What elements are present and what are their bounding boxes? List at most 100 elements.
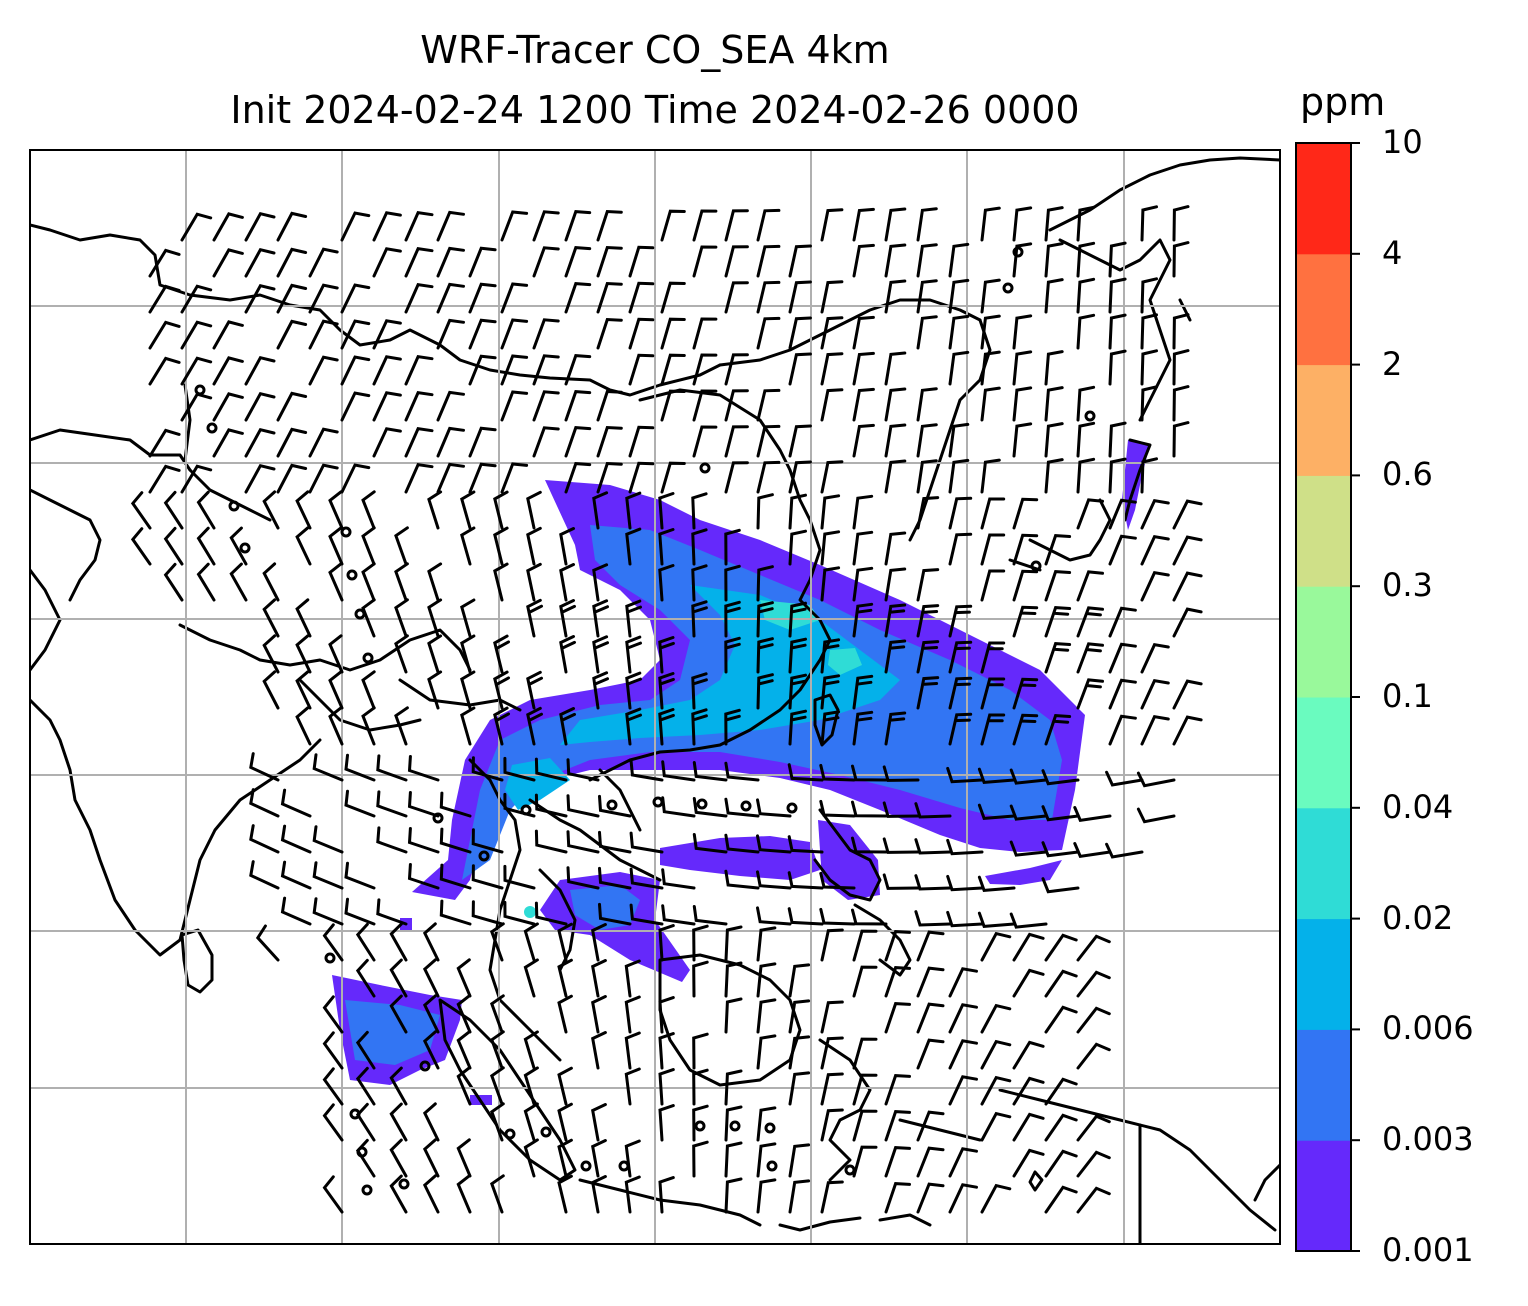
wind-barb — [1044, 278, 1064, 314]
wind-barb — [1012, 314, 1033, 350]
wind-barb — [660, 461, 686, 494]
wind-barb — [389, 922, 408, 962]
wind-barb — [692, 960, 709, 998]
wind-barb — [914, 874, 952, 891]
calm-wind-marker — [1002, 282, 1014, 294]
wind-barb — [882, 837, 920, 854]
wind-barb — [1041, 769, 1080, 786]
wind-barb — [820, 530, 841, 566]
wind-barb — [1076, 385, 1096, 422]
wind-barb — [460, 706, 476, 746]
wind-barb — [564, 462, 592, 494]
wind-barb — [948, 458, 970, 494]
wind-barb — [788, 601, 807, 638]
wind-barb — [1076, 1114, 1111, 1142]
wind-barb — [1076, 277, 1096, 314]
wind-barb — [724, 353, 749, 386]
wind-barb — [244, 283, 276, 314]
wind-barb — [692, 389, 718, 422]
wind-barb — [820, 638, 841, 674]
wind-barb — [591, 995, 607, 1034]
wind-barb — [1140, 457, 1158, 494]
wind-barb — [692, 1140, 709, 1178]
wind-barb — [948, 314, 970, 350]
calm-wind-marker — [540, 1126, 552, 1138]
wind-barb — [559, 707, 576, 746]
wind-barb — [361, 526, 376, 566]
wind-barb — [557, 1102, 573, 1142]
wind-barb — [523, 1066, 539, 1106]
wind-barb — [526, 670, 543, 710]
wind-barb — [559, 635, 576, 674]
wind-barb — [756, 460, 781, 494]
wind-barb — [852, 674, 874, 710]
wind-barb — [1172, 535, 1203, 566]
wind-barb — [851, 764, 888, 782]
wind-barb — [557, 1174, 573, 1214]
wind-barb — [526, 490, 542, 530]
wind-barb — [1140, 535, 1170, 566]
wind-barb — [884, 243, 907, 278]
wind-barb — [372, 427, 402, 458]
wind-barb — [820, 1036, 844, 1070]
wind-barb — [756, 673, 774, 710]
wind-barb — [884, 1182, 911, 1214]
wind-barb — [532, 354, 560, 386]
wind-barb — [916, 1038, 945, 1070]
wind-barb — [276, 319, 308, 350]
wind-barb — [276, 283, 308, 314]
wind-barb — [212, 392, 244, 422]
wind-barb — [916, 930, 945, 962]
wind-barb — [460, 634, 476, 674]
wind-barb — [977, 875, 1016, 892]
wind-barb — [788, 963, 811, 998]
wind-barb — [262, 634, 280, 674]
wind-barb — [372, 391, 402, 422]
wind-barb — [1076, 570, 1104, 602]
wind-barb — [1012, 605, 1039, 638]
wind-barb — [1172, 499, 1203, 530]
calm-wind-marker — [740, 800, 752, 812]
wind-barb — [534, 901, 568, 926]
wind-barb — [592, 563, 609, 602]
wind-barb — [948, 1039, 978, 1070]
calm-wind-marker — [432, 812, 444, 824]
wind-barb — [1012, 968, 1045, 998]
wind-barb — [1108, 313, 1127, 350]
wind-barb — [1012, 1040, 1045, 1070]
wind-barb — [564, 426, 592, 458]
wind-barb — [756, 1142, 777, 1178]
wind-barb — [980, 1039, 1012, 1070]
wind-barb — [820, 460, 844, 494]
wind-barb — [439, 899, 472, 926]
wind-barb — [456, 958, 472, 998]
wind-barb — [691, 672, 708, 710]
wind-barb — [404, 426, 434, 458]
wind-barb — [532, 426, 560, 458]
calm-wind-marker — [844, 1164, 856, 1176]
colorbar-tick-label: 4 — [1382, 233, 1403, 272]
wind-barb — [882, 873, 920, 890]
wind-barb — [916, 423, 938, 458]
wind-barb — [557, 1066, 573, 1106]
colorbar-segment — [1296, 586, 1351, 698]
wind-barb — [1012, 206, 1033, 242]
wind-barb — [1108, 534, 1137, 566]
wind-barb — [422, 922, 440, 962]
wind-barb — [340, 211, 371, 242]
wind-barb — [1012, 932, 1045, 962]
wind-barb — [916, 315, 938, 350]
wind-barb — [591, 1103, 607, 1142]
calm-wind-marker — [766, 1160, 778, 1172]
wind-barb — [1041, 877, 1080, 894]
wind-barb — [820, 316, 844, 350]
wind-barb — [787, 763, 824, 782]
wind-barb — [1012, 677, 1039, 710]
wind-barb — [756, 834, 792, 854]
wind-barb — [852, 423, 875, 458]
wind-barb — [692, 761, 728, 782]
wind-barb — [1012, 350, 1033, 386]
wind-barb — [355, 922, 376, 962]
wind-barb — [1012, 422, 1033, 458]
